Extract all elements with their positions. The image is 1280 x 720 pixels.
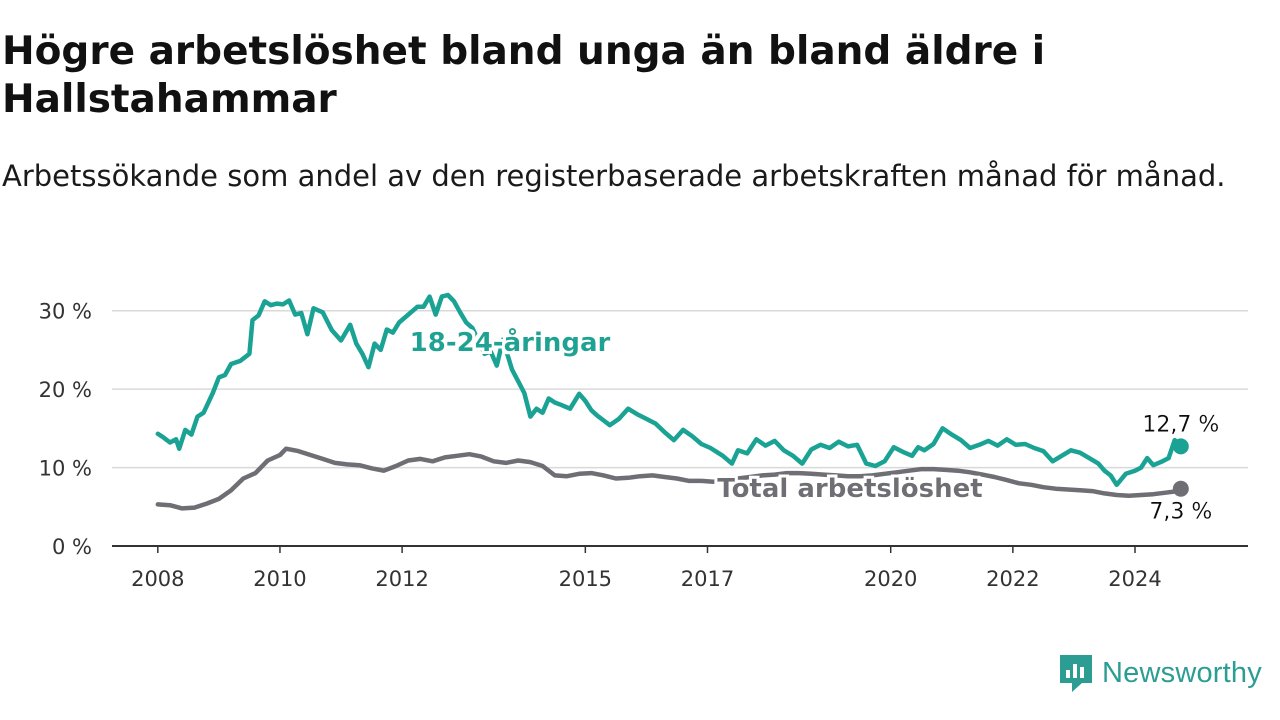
brand-name: Newsworthy (1102, 656, 1262, 689)
series-label-total: Total arbetslöshet (717, 474, 982, 504)
chart-title: Högre arbetslöshet bland unga än bland ä… (2, 29, 1046, 122)
x-tick-label: 2015 (559, 567, 612, 591)
newsworthy-logo-icon (1060, 655, 1092, 692)
x-tick-label: 2017 (681, 567, 734, 591)
x-axis: 2008 2010 2012 2015 2017 2020 2022 2024 (112, 545, 1248, 591)
x-tick-label: 2024 (1108, 567, 1161, 591)
end-value-total: 7,3 % (1149, 500, 1212, 525)
end-value-youth: 12,7 % (1142, 412, 1219, 437)
y-tick-label: 0 % (52, 535, 92, 559)
end-point-youth (1172, 438, 1189, 455)
series-labels: 18-24-åringar Total arbetslöshet 12,7 % 7,3… (410, 326, 1220, 525)
series-line-total (155, 446, 1184, 511)
y-tick-label: 10 % (39, 457, 92, 481)
y-axis: 0 % 10 % 20 % 30 % (39, 300, 92, 559)
x-tick-label: 2008 (131, 567, 184, 591)
end-point-total (1172, 480, 1189, 497)
newsworthy-brand[interactable]: Newsworthy (1058, 652, 1262, 694)
series-label-youth: 18-24-åringar (410, 326, 611, 358)
x-tick-label: 2020 (864, 567, 917, 591)
chart-subtitle: Arbetssökande som andel av den registerb… (2, 159, 1226, 193)
series-layer (155, 292, 1189, 511)
x-tick-label: 2022 (986, 567, 1039, 591)
x-tick-label: 2012 (375, 567, 428, 591)
series-line-youth (155, 292, 1184, 488)
y-tick-label: 30 % (39, 300, 92, 324)
x-tick-label: 2010 (253, 567, 306, 591)
y-tick-label: 20 % (39, 378, 92, 402)
gridlines (112, 309, 1248, 469)
